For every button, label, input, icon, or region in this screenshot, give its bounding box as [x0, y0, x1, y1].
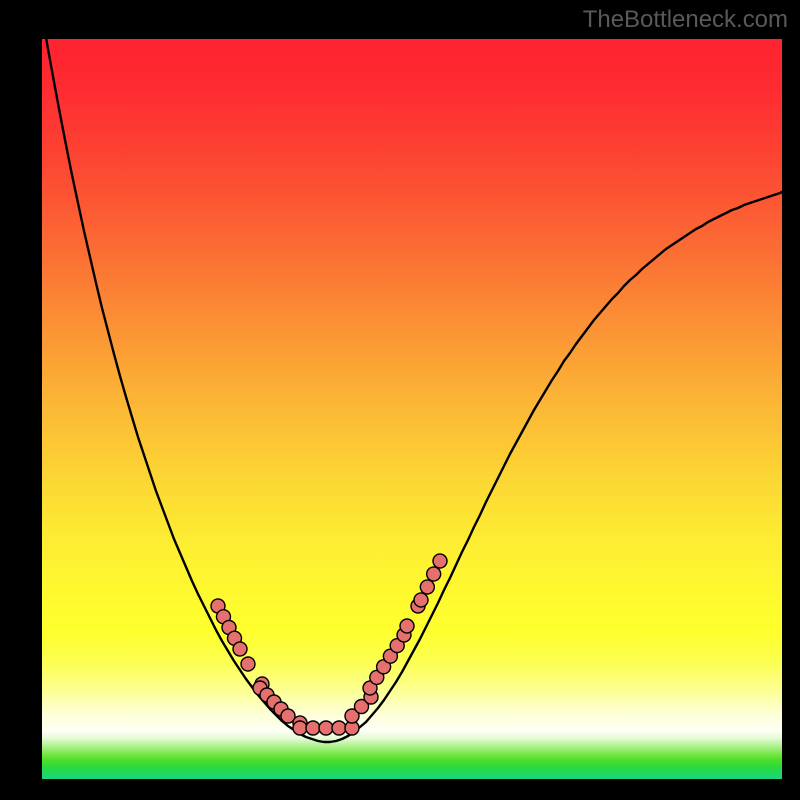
curve-layer — [0, 0, 800, 800]
data-bead — [306, 721, 320, 735]
data-bead — [319, 721, 333, 735]
data-bead — [293, 721, 307, 735]
data-bead — [332, 721, 346, 735]
watermark-text: TheBottleneck.com — [583, 6, 788, 34]
bottleneck-curve — [42, 14, 782, 742]
chart-stage: TheBottleneck.com — [0, 0, 800, 800]
